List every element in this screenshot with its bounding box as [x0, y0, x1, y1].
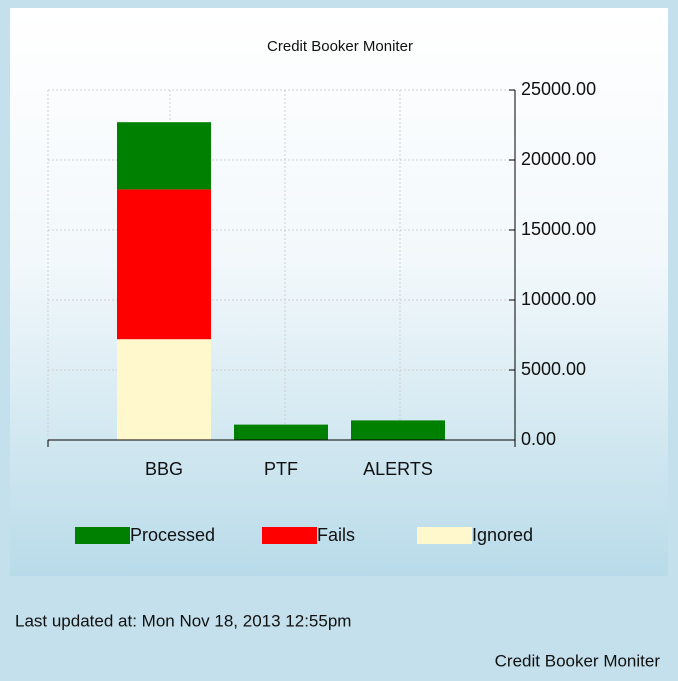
legend-label: Processed [130, 525, 215, 545]
bar-segment [117, 122, 211, 190]
y-tick-label: 0.00 [521, 429, 556, 449]
legend-swatch [75, 527, 130, 544]
x-tick-label: ALERTS [363, 459, 433, 479]
legend-label: Fails [317, 525, 355, 545]
bar-segment [117, 339, 211, 440]
bar-segment [117, 189, 211, 340]
caption: Credit Booker Moniter [495, 651, 661, 670]
x-tick-label: BBG [145, 459, 183, 479]
y-tick-label: 5000.00 [521, 359, 586, 379]
y-tick-label: 25000.00 [521, 79, 596, 99]
legend-label: Ignored [472, 525, 533, 545]
y-tick-label: 10000.00 [521, 289, 596, 309]
bar-segment [351, 420, 445, 440]
y-tick-label: 20000.00 [521, 149, 596, 169]
status-text: Last updated at: Mon Nov 18, 2013 12:55p… [15, 611, 351, 630]
chart-title: Credit Booker Moniter [267, 38, 413, 55]
legend-swatch [417, 527, 472, 544]
x-tick-label: PTF [264, 459, 298, 479]
y-tick-label: 15000.00 [521, 219, 596, 239]
bar-segment [234, 424, 328, 440]
legend-swatch [262, 527, 317, 544]
